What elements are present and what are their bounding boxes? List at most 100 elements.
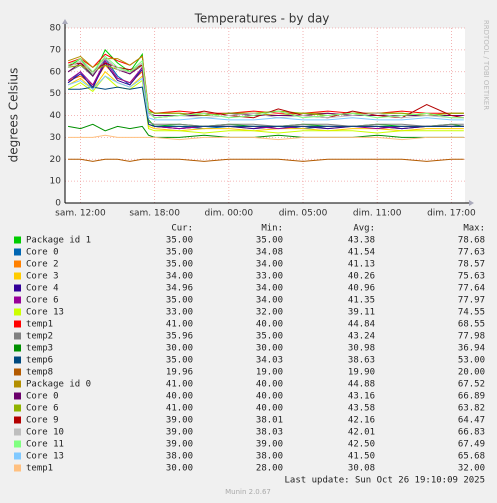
- legend-header: Min:: [261, 224, 283, 234]
- legend-label: Core 0: [26, 392, 59, 402]
- legend-value: 35.96: [166, 332, 193, 342]
- legend-value: 43.58: [348, 404, 375, 414]
- legend-value: 34.00: [256, 260, 283, 270]
- legend-label: Core 0: [26, 248, 59, 258]
- legend-value: 66.89: [458, 392, 485, 402]
- legend-value: 40.96: [348, 284, 375, 294]
- legend-value: 64.47: [458, 416, 485, 426]
- x-tick-label: dim. 05:00: [279, 209, 328, 219]
- legend-label: Core 11: [26, 440, 64, 450]
- legend-value: 43.16: [348, 392, 375, 402]
- y-tick-label: 40: [50, 111, 62, 121]
- y-tick-label: 30: [50, 133, 62, 143]
- legend-value: 66.83: [458, 428, 485, 438]
- legend-label: Core 3: [26, 272, 59, 282]
- legend-value: 43.38: [348, 236, 375, 246]
- legend-swatch: [14, 248, 21, 256]
- y-tick-label: 80: [50, 24, 62, 34]
- legend-value: 39.00: [256, 440, 283, 450]
- legend-value: 35.00: [166, 236, 193, 246]
- legend-value: 38.63: [348, 356, 375, 366]
- x-tick-label: sam. 12:00: [55, 209, 106, 219]
- series-line: [68, 64, 464, 117]
- legend-value: 19.96: [166, 368, 193, 378]
- legend-label: Core 9: [26, 416, 59, 426]
- last-update: Last update: Sun Oct 26 19:10:09 2025: [285, 476, 485, 486]
- y-tick-label: 0: [55, 199, 61, 209]
- legend-value: 41.35: [348, 296, 375, 306]
- x-tick-label: dim. 17:00: [427, 209, 476, 219]
- legend-label: temp2: [26, 332, 53, 342]
- legend-value: 43.24: [348, 332, 375, 342]
- legend-value: 39.00: [166, 440, 193, 450]
- legend-value: 40.00: [256, 392, 283, 402]
- legend-value: 77.97: [458, 296, 485, 306]
- legend-value: 40.00: [256, 320, 283, 330]
- legend-value: 34.08: [256, 248, 283, 258]
- legend-value: 40.00: [256, 404, 283, 414]
- legend-swatch: [14, 392, 21, 400]
- chart-title: Temperatures - by day: [194, 12, 330, 26]
- legend-value: 35.00: [166, 248, 193, 258]
- legend-value: 38.01: [256, 416, 283, 426]
- legend-value: 34.96: [166, 284, 193, 294]
- legend-value: 65.68: [458, 452, 485, 462]
- legend-value: 34.00: [256, 296, 283, 306]
- series-line: [67, 75, 464, 121]
- y-axis-label: degrees Celsius: [7, 68, 21, 163]
- legend-value: 38.03: [256, 428, 283, 438]
- legend-value: 39.00: [166, 428, 193, 438]
- x-tick-label: sam. 18:00: [129, 209, 180, 219]
- legend-value: 42.50: [348, 440, 375, 450]
- legend-swatch: [14, 344, 21, 352]
- legend-swatch: [14, 416, 21, 424]
- legend-value: 41.00: [166, 404, 193, 414]
- legend-value: 35.00: [256, 236, 283, 246]
- version: Munin 2.0.67: [225, 488, 271, 496]
- legend-swatch: [14, 404, 21, 412]
- legend-value: 30.00: [256, 344, 283, 354]
- legend-value: 30.08: [348, 464, 375, 474]
- legend-value: 39.00: [166, 416, 193, 426]
- legend-label: Core 13: [26, 452, 64, 462]
- legend-swatch: [14, 320, 21, 328]
- legend-value: 44.88: [348, 380, 375, 390]
- legend-label: temp1: [26, 320, 53, 330]
- legend-value: 35.00: [166, 296, 193, 306]
- legend-value: 53.00: [458, 356, 485, 366]
- series-line: [68, 123, 464, 138]
- legend-value: 41.50: [348, 452, 375, 462]
- legend-label: temp3: [26, 344, 53, 354]
- legend-swatch: [14, 236, 21, 244]
- legend-value: 38.00: [256, 452, 283, 462]
- legend-value: 67.52: [458, 380, 485, 390]
- y-axis-arrow: [62, 19, 68, 24]
- legend-value: 41.00: [166, 380, 193, 390]
- legend-value: 34.00: [256, 284, 283, 294]
- legend-value: 19.90: [348, 368, 375, 378]
- legend-value: 35.00: [166, 356, 193, 366]
- legend-swatch: [14, 308, 21, 316]
- series-line: [67, 57, 464, 119]
- y-tick-label: 70: [50, 45, 62, 55]
- legend-value: 42.16: [348, 416, 375, 426]
- legend-value: 35.00: [166, 260, 193, 270]
- legend-swatch: [14, 332, 21, 340]
- y-tick-label: 20: [50, 155, 62, 165]
- legend-value: 30.98: [348, 344, 375, 354]
- x-tick-label: dim. 00:00: [205, 209, 254, 219]
- legend-value: 36.94: [458, 344, 485, 354]
- legend-value: 40.26: [348, 272, 375, 282]
- legend-label: Core 10: [26, 428, 64, 438]
- legend-value: 74.55: [458, 308, 485, 318]
- legend-value: 63.82: [458, 404, 485, 414]
- legend-swatch: [14, 356, 21, 364]
- legend-value: 20.00: [458, 368, 485, 378]
- series-line: [67, 75, 464, 134]
- legend-swatch: [14, 296, 21, 304]
- legend-swatch: [14, 284, 21, 292]
- legend-header: Avg:: [353, 224, 375, 234]
- watermark: RRDTOOL / TOBI OETIKER: [482, 20, 490, 110]
- legend-value: 32.00: [458, 464, 485, 474]
